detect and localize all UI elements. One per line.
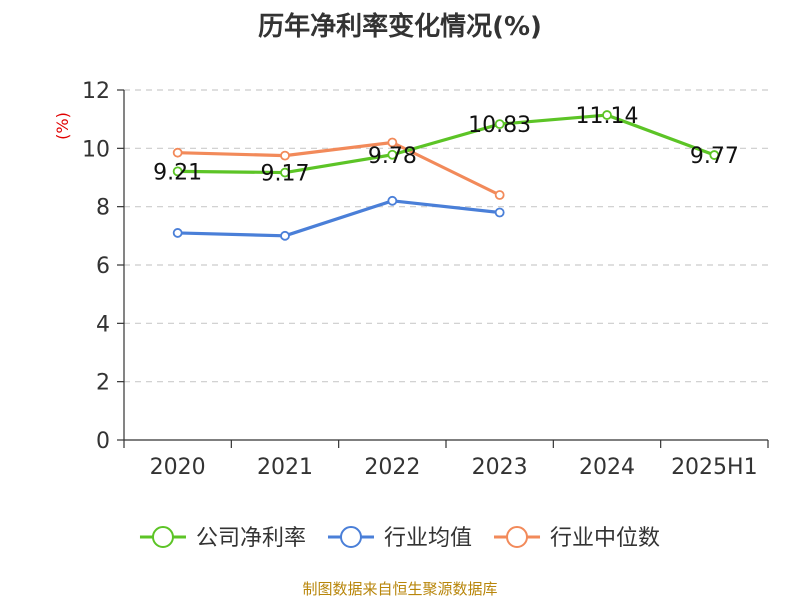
x-tick-label: 2023 [472,455,528,480]
data-label: 9.17 [261,162,310,187]
legend-label: 行业中位数 [550,526,660,551]
legend[interactable]: 公司净利率 行业均值 行业中位数 [139,526,660,551]
series-lines [172,110,720,241]
legend-marker [506,526,529,548]
legend-item[interactable]: 行业均值 [327,526,472,551]
data-point [280,230,290,241]
y-tick-label: 6 [96,254,110,279]
y-tick-label: 0 [96,429,110,454]
chart-title: 历年净利率变化情况(%) [258,12,542,42]
legend-label: 行业均值 [384,526,472,551]
x-tick-label: 2020 [150,455,206,480]
grid-lines [124,89,768,383]
data-point [387,195,398,206]
data-source-note: 制图数据来自恒生聚源数据库 [302,580,498,598]
x-tick-label: 2022 [364,455,420,480]
series-line [177,113,715,175]
legend-item[interactable]: 行业中位数 [494,526,660,551]
legend-marker [339,526,362,548]
x-tick-label: 2021 [257,455,313,480]
y-axis-unit-label: (%) [53,112,72,140]
data-point [387,137,398,148]
data-point [280,167,290,178]
axes: 0 2 4 6 8 10 12 2020 2021 2022 2023 2024 2025H1 [82,79,769,480]
x-tick-label: 2024 [579,455,635,480]
data-point [494,119,505,130]
legend-marker [151,526,174,548]
data-label: 9.21 [153,160,202,185]
y-tick-label: 8 [96,196,110,221]
data-label: 9.78 [368,144,417,169]
data-label: 11.14 [576,104,639,129]
data-point [387,149,398,160]
y-tick-label: 2 [96,371,110,396]
y-tick-label: 4 [96,312,110,337]
series-line [177,199,500,238]
data-point [172,228,183,238]
y-tick-label: 10 [82,137,110,162]
y-tick-label: 12 [82,79,110,104]
data-point [494,190,505,200]
data-point [172,166,183,177]
data-label: 10.83 [468,113,531,138]
data-point [280,150,290,161]
data-point [494,207,505,218]
data-point [172,147,183,158]
data-label: 9.77 [690,144,739,169]
data-point [709,150,720,160]
x-tick-label: 2025H1 [671,455,758,480]
data-point [602,110,612,120]
series-line [177,140,501,197]
legend-item[interactable]: 公司净利率 [139,526,306,551]
data-labels: 9.21 9.17 9.78 10.83 11.14 9.77 [153,104,739,186]
legend-label: 公司净利率 [196,526,306,551]
